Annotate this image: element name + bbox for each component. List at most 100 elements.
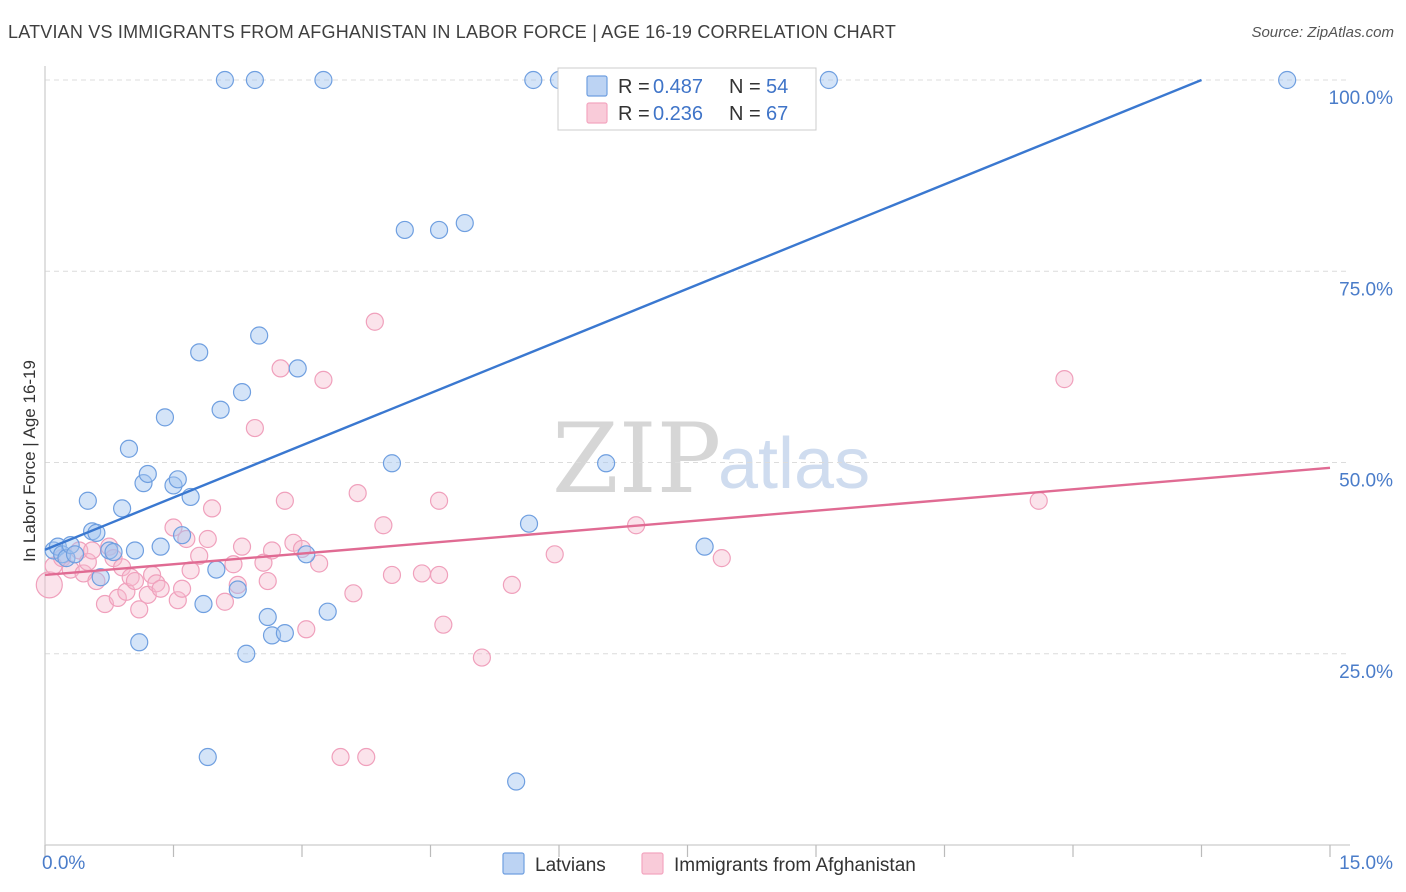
legend-r-latvians: 0.487: [653, 76, 703, 98]
point-latvians: [65, 545, 85, 564]
point-afghanistan: [232, 537, 252, 556]
point-afghanistan: [374, 516, 393, 535]
point-latvians: [429, 220, 449, 240]
y-tick-labels: 25.0% 50.0% 75.0% 100.0%: [1329, 88, 1394, 683]
point-latvians: [275, 623, 294, 643]
point-latvians: [119, 439, 139, 458]
legend-n-label-afghanistan: N =: [729, 103, 761, 125]
point-latvians: [112, 499, 132, 518]
y-tick-label: 100.0%: [1329, 88, 1394, 109]
point-afghanistan: [245, 418, 264, 438]
x-tick-label: 0.0%: [42, 853, 85, 874]
point-latvians: [507, 772, 526, 791]
legend: R = 0.487 N = 54 R = 0.236 N = 67: [557, 67, 817, 131]
point-latvians: [455, 213, 474, 233]
point-latvians: [382, 454, 402, 473]
point-latvians: [524, 70, 543, 90]
point-latvians: [314, 70, 333, 90]
point-afghanistan: [168, 591, 187, 610]
point-afghanistan: [382, 565, 402, 585]
y-tick-label: 50.0%: [1339, 471, 1393, 492]
point-afghanistan: [1055, 370, 1074, 389]
point-afghanistan: [151, 579, 170, 598]
point-afghanistan: [228, 575, 247, 595]
point-latvians: [134, 474, 153, 493]
bottom-legend-latvians: Latvians: [535, 855, 606, 876]
point-afghanistan: [365, 312, 384, 331]
point-latvians: [395, 220, 414, 240]
legend-swatch-latvians: [586, 75, 608, 97]
point-afghanistan: [172, 579, 192, 598]
bottom-legend-afghanistan: Immigrants from Afghanistan: [674, 855, 916, 876]
point-afghanistan: [35, 571, 63, 599]
point-latvians: [250, 326, 269, 345]
watermark-zip: ZIP: [552, 403, 721, 515]
point-afghanistan: [429, 491, 449, 510]
axes: [44, 66, 1350, 857]
point-afghanistan: [190, 546, 209, 565]
watermark: ZIP atlas: [552, 403, 870, 515]
point-afghanistan: [545, 545, 564, 564]
point-afghanistan: [357, 747, 376, 767]
legend-r-label-afghanistan: R =: [618, 103, 650, 125]
point-latvians: [597, 454, 616, 473]
point-latvians: [91, 568, 110, 587]
trend-line-afghanistan: [44, 466, 1331, 577]
point-afghanistan: [275, 491, 294, 510]
bottom-legend: Latvians Immigrants from Afghanistan: [502, 852, 916, 876]
legend-n-label-latvians: N =: [729, 76, 761, 98]
point-afghanistan: [83, 541, 102, 560]
data-points: [35, 70, 1297, 791]
point-latvians: [104, 542, 123, 562]
legend-r-afghanistan: 0.236: [653, 103, 703, 125]
point-latvians: [78, 491, 97, 510]
point-afghanistan: [297, 620, 316, 639]
point-afghanistan: [202, 499, 222, 518]
point-afghanistan: [130, 600, 149, 619]
point-latvians: [237, 644, 256, 663]
point-latvians: [198, 747, 217, 767]
legend-swatch-afghanistan: [586, 102, 608, 124]
point-latvians: [207, 560, 226, 579]
point-latvians: [215, 70, 234, 90]
chart-title: LATVIAN VS IMMIGRANTS FROM AFGHANISTAN I…: [8, 22, 897, 42]
point-latvians: [194, 594, 213, 614]
bottom-legend-swatch-afghanistan: [641, 852, 664, 875]
trend-line-latvians: [44, 78, 1202, 551]
point-latvians: [151, 537, 170, 556]
point-latvians: [155, 408, 175, 427]
legend-n-latvians: 54: [766, 76, 788, 98]
point-afghanistan: [331, 747, 350, 767]
point-latvians: [228, 580, 247, 599]
trend-lines: [44, 78, 1331, 577]
point-afghanistan: [310, 554, 329, 573]
y-tick-label: 75.0%: [1339, 279, 1393, 300]
point-latvians: [519, 514, 539, 533]
point-latvians: [258, 607, 277, 627]
point-afghanistan: [1029, 491, 1048, 510]
point-afghanistan: [198, 529, 217, 549]
legend-r-label-latvians: R =: [618, 76, 650, 98]
point-latvians: [1278, 70, 1297, 90]
point-afghanistan: [712, 549, 731, 568]
point-afghanistan: [125, 571, 145, 591]
y-tick-label: 25.0%: [1339, 662, 1393, 683]
y-axis-label: In Labor Force | Age 16-19: [20, 360, 39, 562]
point-afghanistan: [502, 575, 521, 595]
point-latvians: [318, 602, 337, 621]
point-afghanistan: [412, 564, 432, 583]
point-afghanistan: [271, 359, 290, 378]
point-latvians: [819, 70, 838, 90]
point-latvians: [211, 400, 230, 419]
point-latvians: [245, 70, 264, 90]
point-afghanistan: [344, 584, 363, 603]
point-afghanistan: [314, 370, 333, 389]
point-latvians: [130, 633, 149, 652]
point-latvians: [168, 470, 187, 489]
x-tick-label: 15.0%: [1339, 853, 1393, 874]
point-afghanistan: [215, 592, 234, 611]
point-latvians: [172, 526, 192, 545]
point-afghanistan: [472, 648, 491, 667]
legend-n-afghanistan: 67: [766, 103, 788, 125]
